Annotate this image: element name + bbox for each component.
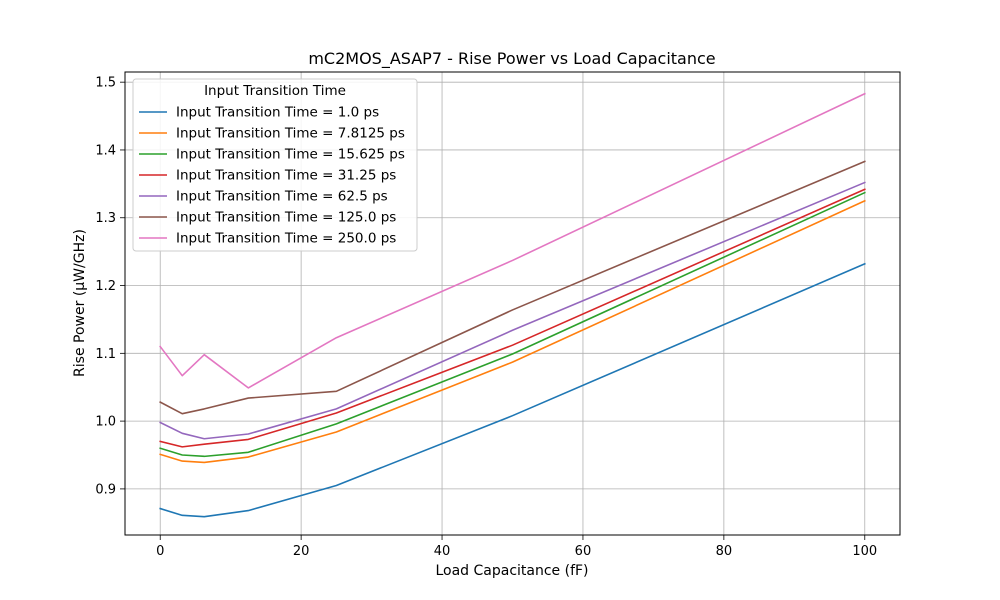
legend-entry: Input Transition Time = 1.0 ps [176,105,379,121]
series-line-1 [159,262,866,518]
grid-lines [125,72,900,535]
x-axis-label: Load Capacitance (fF) [435,563,588,579]
legend-entry: Input Transition Time = 250.0 ps [176,231,396,247]
x-tick-label: 60 [575,544,592,559]
legend-box [132,78,418,252]
legend: Input Transition Time Input Transition T… [132,78,418,252]
y-axis-ticks: 0.9 1.0 1.1 1.2 1.3 1.4 1.5 [95,76,125,497]
legend-entry: Input Transition Time = 125.0 ps [176,210,396,226]
x-tick-label: 100 [852,544,877,559]
chart-title: mC2MOS_ASAP7 - Rise Power vs Load Capaci… [308,49,715,69]
series-line-2 [159,199,866,464]
series-line-4 [159,188,866,448]
y-tick-label: 1.4 [95,143,116,158]
legend-entry: Input Transition Time = 31.25 ps [176,168,396,184]
legend-entry: Input Transition Time = 15.625 ps [176,147,405,163]
x-tick-label: 20 [293,544,310,559]
legend-title: Input Transition Time [204,83,346,99]
y-tick-label: 1.0 [95,415,116,430]
series-lines [159,92,866,518]
x-tick-label: 80 [716,544,733,559]
series-line-7 [159,92,866,389]
y-tick-label: 1.2 [95,279,116,294]
x-tick-label: 0 [156,544,164,559]
legend-entry: Input Transition Time = 62.5 ps [176,189,388,205]
y-tick-label: 1.1 [95,347,116,362]
legend-entry: Input Transition Time = 7.8125 ps [176,126,405,142]
y-axis-label: Rise Power (µW/GHz) [72,229,88,377]
series-line-5 [159,181,866,440]
y-tick-label: 1.5 [95,76,116,91]
y-tick-label: 0.9 [95,482,116,497]
y-tick-label: 1.3 [95,211,116,226]
x-tick-label: 40 [434,544,451,559]
series-line-3 [159,191,866,458]
plot-frame [124,71,901,536]
x-axis-ticks: 0 20 40 60 80 100 [156,535,877,559]
legend-items: Input Transition Time = 1.0 ps Input Tran… [139,105,405,247]
series-line-6 [159,160,866,415]
